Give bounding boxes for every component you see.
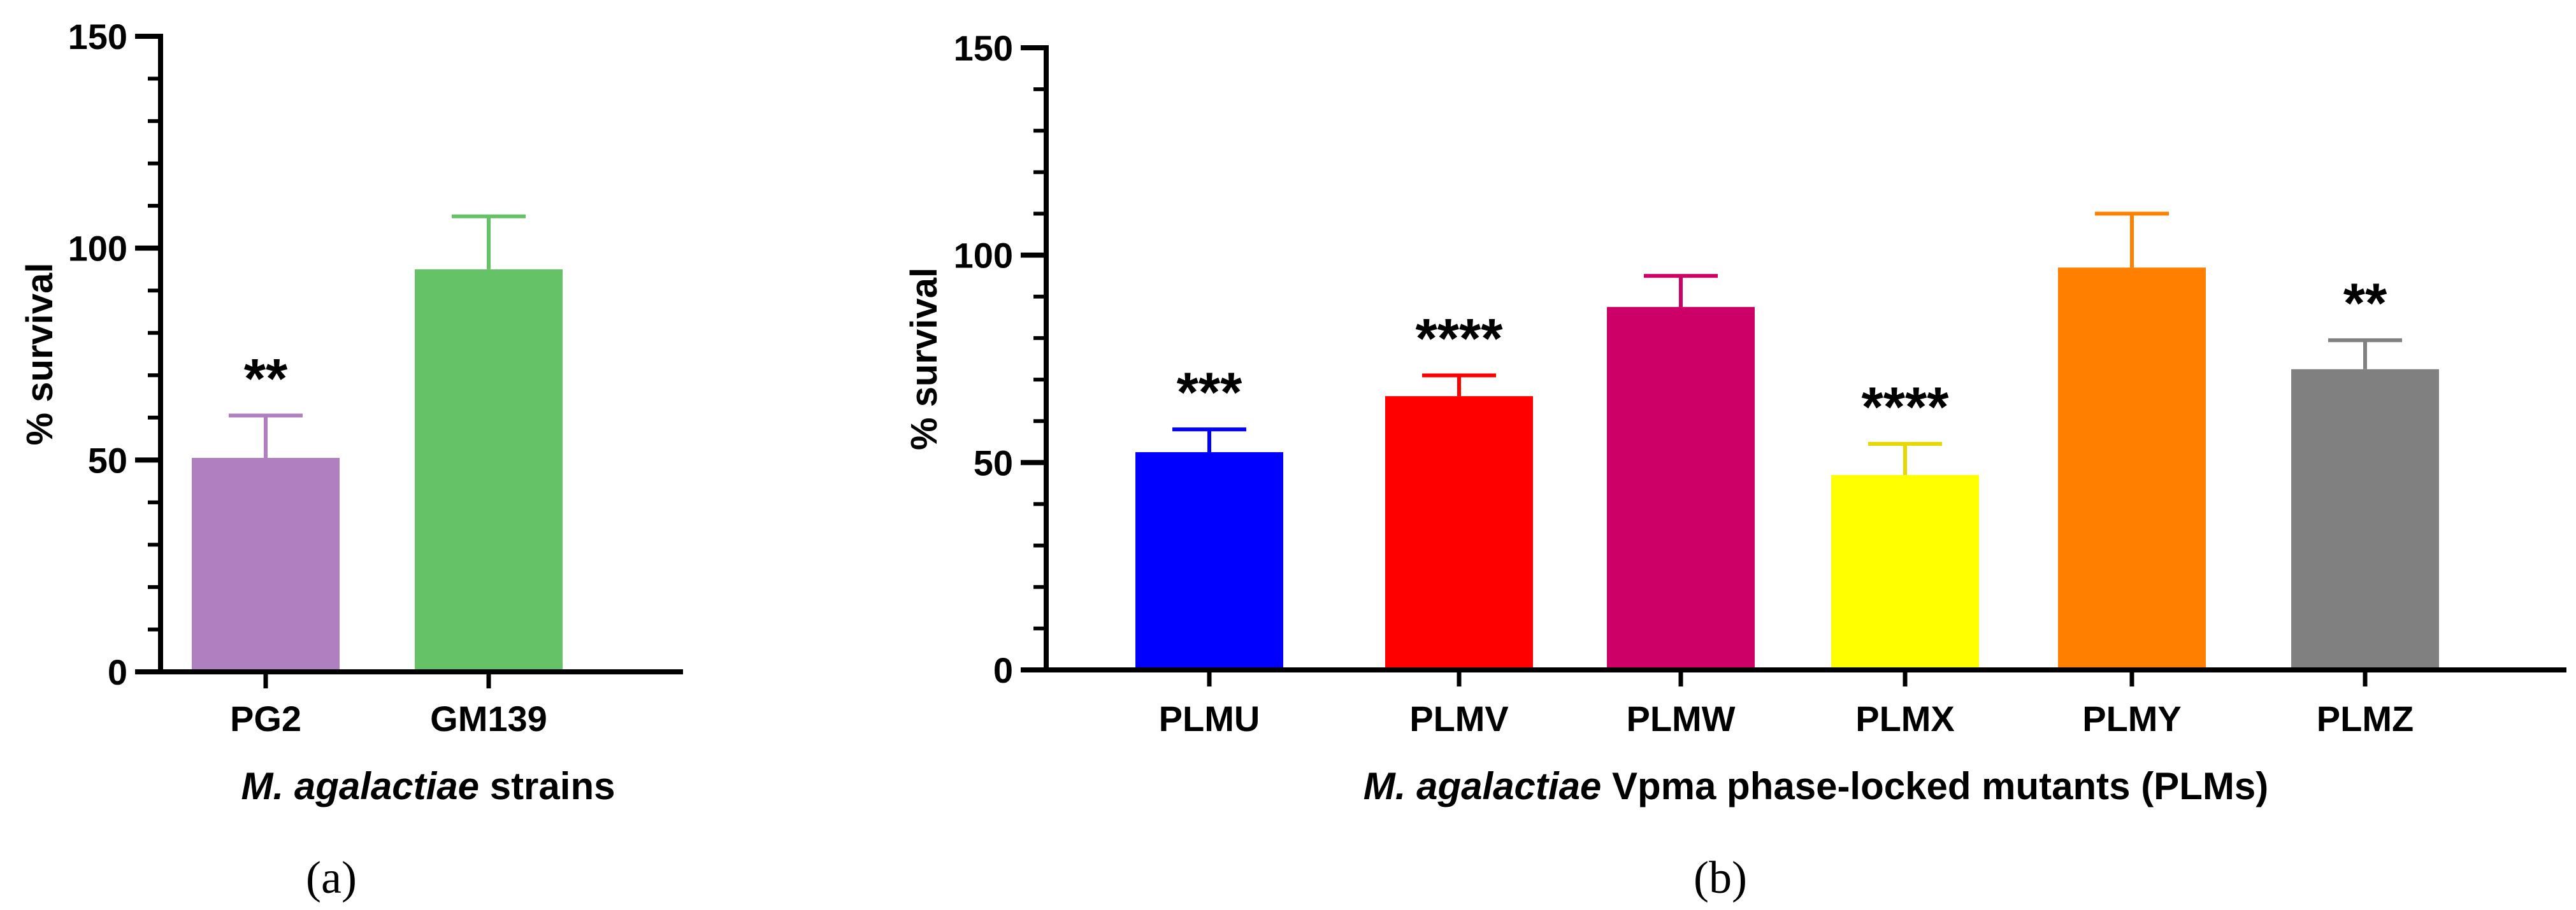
- bar-plmx: [1831, 474, 1979, 670]
- y-axis-label: % survival: [903, 267, 945, 450]
- panel-b-label: (b): [1694, 852, 1747, 903]
- bar-gm139: [415, 269, 563, 672]
- x-axis-label: M. agalactiae strains: [241, 765, 615, 807]
- x-tick-label-plmu: PLMU: [1159, 699, 1260, 739]
- x-tick-label-gm139: GM139: [430, 699, 547, 739]
- bar-plmy: [2058, 267, 2206, 670]
- significance-plmv: ****: [1416, 307, 1504, 370]
- x-tick-label-plmx: PLMX: [1855, 699, 1955, 739]
- x-tick-label-plmz: PLMZ: [2317, 699, 2414, 739]
- y-tick-label-50: 50: [974, 443, 1013, 483]
- significance-plmu: ***: [1177, 360, 1242, 423]
- chart-panel-b: *** PLMU **** PLMV PLMW **** PLMX PLMY ** PLMZ 0 50…: [903, 28, 2566, 807]
- chart-panel-a: ** PG2 GM139 0 50 100 150 % survival M. agalacti…: [19, 17, 683, 807]
- x-tick-label-plmy: PLMY: [2082, 699, 2182, 739]
- x-axis-label-rest: Vpma phase-locked mutants (PLMs): [1601, 765, 2268, 807]
- y-tick-label-0: 0: [108, 652, 127, 692]
- bar-pg2: [192, 458, 340, 672]
- panel-a-label: (a): [306, 852, 357, 903]
- x-tick-label-plmw: PLMW: [1626, 699, 1735, 739]
- x-axis-label: M. agalactiae Vpma phase-locked mutants …: [1364, 765, 2268, 807]
- y-tick-label-100: 100: [954, 236, 1013, 276]
- x-tick-label-pg2: PG2: [230, 699, 301, 739]
- bar-plmw: [1607, 307, 1755, 670]
- x-axis-label-species: M. agalactiae: [1364, 765, 1602, 807]
- y-tick-label-100: 100: [68, 229, 127, 269]
- bar-plmv: [1385, 396, 1533, 670]
- significance-pg2: **: [244, 346, 288, 409]
- x-tick-label-plmv: PLMV: [1409, 699, 1509, 739]
- y-tick-label-150: 150: [954, 28, 1013, 68]
- significance-plmx: ****: [1862, 375, 1950, 438]
- y-tick-label-0: 0: [993, 650, 1013, 690]
- x-axis-label-species: M. agalactiae: [241, 765, 480, 807]
- y-tick-label-150: 150: [68, 17, 127, 57]
- x-axis-label-rest: strains: [479, 765, 615, 807]
- y-tick-label-50: 50: [88, 440, 127, 480]
- y-axis-label: % survival: [19, 263, 61, 446]
- bar-plmz: [2291, 369, 2439, 670]
- bar-plmu: [1135, 452, 1283, 670]
- significance-plmz: **: [2343, 271, 2387, 334]
